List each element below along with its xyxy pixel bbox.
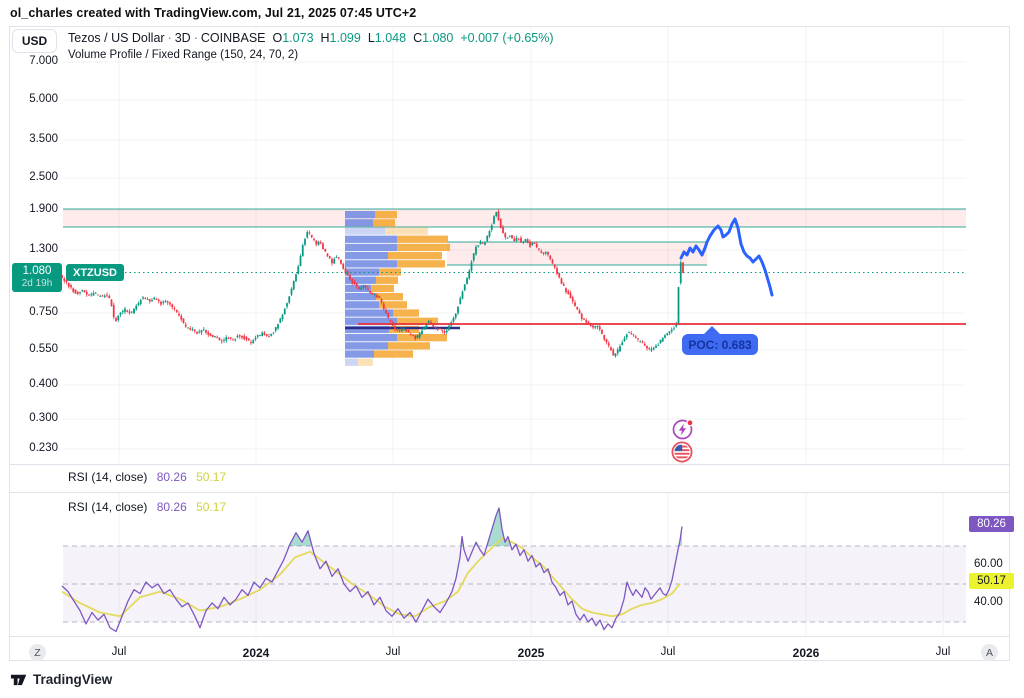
currency-toggle-button[interactable]: USD <box>12 29 57 53</box>
time-axis-label: Jul <box>385 646 401 658</box>
symbol-header: Tezos / US Dollar · 3D · COINBASE O1.073 H1.09… <box>68 31 554 45</box>
rsi-value: 80.26 <box>156 500 187 514</box>
rsi-value: 80.26 <box>156 470 187 484</box>
symbol-price-tag: XTZUSD <box>66 264 124 281</box>
rsi-axis[interactable]: 80.26 60.00 50.17 40.00 <box>966 493 1024 636</box>
high-value: 1.099 <box>329 31 361 45</box>
price-axis-label: 0.300 <box>29 412 58 424</box>
rsi-ma-value: 50.17 <box>196 470 227 484</box>
interval-label: 3D <box>174 31 191 45</box>
price-axis[interactable]: 7.000 5.000 3.500 2.500 1.900 1.300 0.750 0.550… <box>0 26 63 637</box>
poc-drawing-label[interactable]: POC: 0.683 <box>682 334 758 355</box>
time-axis-label: 2024 <box>242 646 270 660</box>
current-price-value: 1.080 <box>22 265 52 277</box>
price-axis-label: 0.750 <box>29 306 58 318</box>
low-value: 1.048 <box>374 31 407 45</box>
price-axis-label: 1.900 <box>29 203 58 215</box>
rsi-ma-value: 50.17 <box>196 500 227 514</box>
price-axis-label: 3.500 <box>29 133 58 145</box>
tradingview-logo-icon <box>10 674 27 686</box>
time-axis[interactable]: Jul 2024 Jul 2025 Jul 2026 Jul <box>0 637 1024 665</box>
time-axis-label: Jul <box>935 646 951 658</box>
price-axis-label: 7.000 <box>29 55 58 67</box>
price-axis-label: 1.300 <box>29 243 58 255</box>
rsi-axis-label: 40.00 <box>974 596 1003 608</box>
economic-event-lightning-icon[interactable] <box>671 417 695 441</box>
close-value: 1.080 <box>422 31 454 45</box>
tradingview-logo[interactable]: TradingView <box>10 671 112 688</box>
rsi-pane-2-header[interactable]: RSI (14, close) 80.26 50.17 <box>68 500 227 514</box>
price-axis-label: 2.500 <box>29 171 58 183</box>
time-axis-label: Jul <box>660 646 676 658</box>
rsi-value-badge: 80.26 <box>969 516 1014 532</box>
tradingview-logo-text: TradingView <box>33 672 113 687</box>
time-axis-label: 2025 <box>517 646 545 660</box>
attribution-text: ol_charles created with TradingView.com,… <box>10 6 417 20</box>
time-axis-label: Jul <box>111 646 127 658</box>
scroll-left-badge[interactable]: Z <box>29 644 46 661</box>
symbol-title: Tezos / US Dollar <box>68 31 165 45</box>
indicator-header-volume-profile[interactable]: Volume Profile / Fixed Range (150, 24, 7… <box>68 49 299 61</box>
price-axis-label: 0.400 <box>29 378 58 390</box>
open-value: 1.073 <box>282 31 314 45</box>
bar-countdown: 2d 19h <box>21 277 53 289</box>
change-value: +0.007 (+0.65%) <box>460 31 554 45</box>
scroll-right-badge[interactable]: A <box>981 644 998 661</box>
rsi-pane-1-header[interactable]: RSI (14, close) 80.26 50.17 <box>68 470 227 484</box>
poc-pointer-arrow <box>703 326 721 335</box>
price-axis-label: 0.230 <box>29 442 58 454</box>
time-axis-label: 2026 <box>792 646 820 660</box>
rsi-axis-label: 60.00 <box>974 558 1003 570</box>
price-axis-label: 0.550 <box>29 343 58 355</box>
rsi-value-badge: 50.17 <box>969 573 1014 589</box>
exchange-label: COINBASE <box>200 31 266 45</box>
price-axis-label: 5.000 <box>29 93 58 105</box>
us-flag-event-icon[interactable] <box>670 440 694 464</box>
current-price-badge: 1.080 2d 19h <box>12 263 62 292</box>
